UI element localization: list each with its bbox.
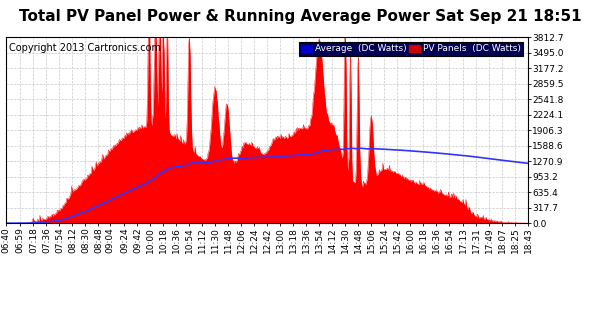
Text: Copyright 2013 Cartronics.com: Copyright 2013 Cartronics.com	[8, 43, 161, 53]
Legend: Average  (DC Watts), PV Panels  (DC Watts): Average (DC Watts), PV Panels (DC Watts)	[299, 42, 523, 56]
Text: Total PV Panel Power & Running Average Power Sat Sep 21 18:51: Total PV Panel Power & Running Average P…	[19, 9, 581, 24]
